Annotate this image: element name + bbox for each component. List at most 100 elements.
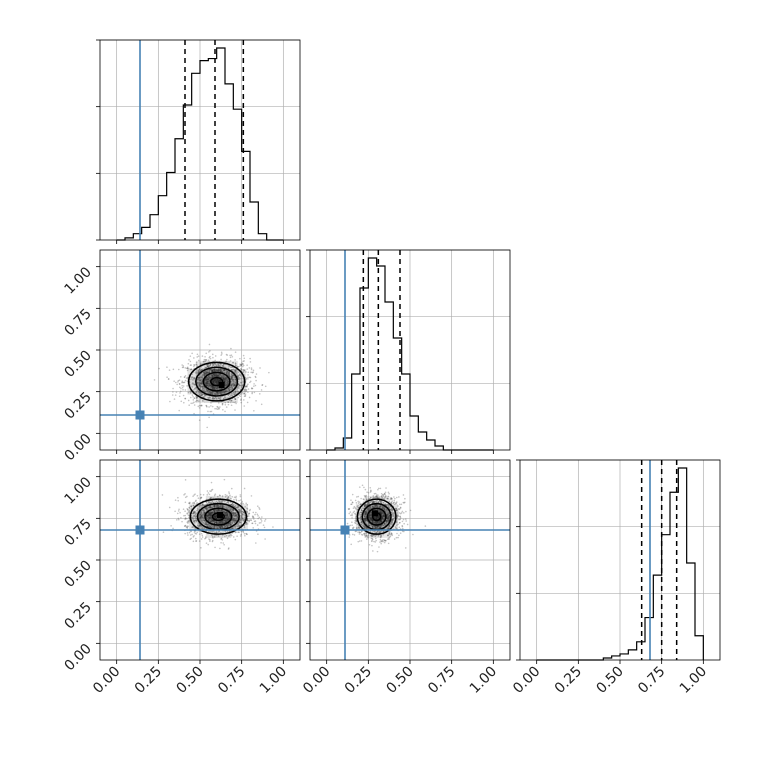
sample-point [241, 513, 244, 516]
sample-point [383, 514, 385, 517]
density-cell [212, 360, 222, 370]
sample-point [227, 388, 230, 390]
sample-point [202, 510, 205, 513]
sample-point [239, 365, 241, 367]
sample-point [389, 498, 392, 501]
sample-point [228, 522, 230, 525]
sample-point [181, 384, 183, 387]
sample-point [207, 500, 210, 503]
sample-point [231, 355, 234, 358]
sample-point [370, 490, 372, 492]
sample-point [198, 377, 200, 379]
sample-point [382, 517, 384, 520]
sample-point [242, 510, 244, 513]
sample-point [355, 517, 357, 520]
sample-point [202, 387, 204, 390]
sample-point [380, 501, 382, 503]
x-tick-label: 0.00 [300, 664, 333, 697]
sample-point [212, 396, 214, 399]
sample-point [387, 491, 390, 494]
sample-point [212, 386, 215, 389]
sample-point [376, 496, 378, 499]
sample-point [194, 387, 196, 390]
sample-point [356, 508, 359, 511]
sample-point [194, 386, 197, 389]
sample-point [180, 387, 182, 390]
sample-point [225, 523, 228, 526]
sample-point [220, 387, 223, 390]
sample-point [219, 526, 222, 529]
scatter-panel-p0-p2: 0.00 0.25 0.50 0.75 1.000.000.250.500.751.00 [61, 459, 301, 697]
sample-point [364, 513, 366, 516]
sample-point [381, 506, 384, 509]
sample-point [186, 367, 188, 370]
sample-point [222, 521, 224, 524]
sample-point [198, 368, 201, 371]
sample-point [216, 504, 218, 506]
sample-point [376, 508, 379, 511]
sample-point [373, 525, 376, 528]
sample-point [241, 518, 243, 521]
sample-point [224, 521, 227, 523]
sample-point [192, 515, 195, 517]
sample-point [230, 400, 232, 402]
sample-point [206, 371, 208, 374]
sample-point [212, 369, 215, 371]
sample-point [173, 380, 175, 382]
sample-point [360, 503, 362, 505]
sample-point [205, 507, 208, 510]
sample-point [235, 364, 237, 367]
sample-point [350, 514, 352, 517]
sample-point [400, 511, 403, 514]
sample-point [186, 380, 189, 382]
sample-point [222, 521, 225, 524]
sample-point [402, 512, 405, 514]
sample-point [264, 520, 266, 522]
sample-point [186, 367, 189, 370]
sample-point [213, 369, 215, 372]
sample-point [238, 394, 241, 397]
sample-point [181, 364, 183, 366]
sample-point [364, 518, 367, 520]
sample-point [220, 531, 222, 534]
sample-point [217, 374, 220, 377]
sample-point [376, 527, 379, 530]
sample-point [200, 511, 203, 514]
sample-point [381, 514, 384, 517]
plot-area [310, 460, 510, 660]
sample-point [213, 373, 216, 376]
sample-point [389, 533, 391, 536]
sample-point [367, 522, 370, 524]
sample-point [204, 537, 206, 540]
sample-point [193, 520, 196, 522]
sample-point [370, 507, 372, 509]
sample-point [231, 527, 233, 530]
sample-point [210, 392, 212, 395]
contour-level [202, 371, 231, 392]
sample-point [403, 522, 405, 525]
sample-point [187, 534, 189, 536]
sample-point [388, 492, 390, 495]
sample-point [210, 375, 212, 378]
sample-point [216, 392, 219, 395]
sample-point [260, 389, 263, 391]
sample-point [374, 496, 376, 499]
sample-point [251, 387, 254, 390]
sample-point [227, 374, 230, 377]
sample-point [248, 519, 250, 521]
sample-point [195, 512, 198, 515]
sample-point [360, 516, 362, 518]
sample-point [212, 387, 215, 390]
sample-point [370, 513, 373, 515]
sample-point [234, 512, 236, 515]
x-tick-label: 0.75 [635, 664, 668, 697]
sample-point [212, 363, 215, 366]
sample-point [368, 514, 371, 516]
sample-point [186, 508, 189, 511]
sample-point [191, 378, 193, 380]
sample-point [382, 515, 385, 517]
contour-level [366, 507, 387, 526]
sample-point [360, 520, 363, 523]
sample-point [223, 510, 226, 513]
sample-point [184, 367, 187, 369]
